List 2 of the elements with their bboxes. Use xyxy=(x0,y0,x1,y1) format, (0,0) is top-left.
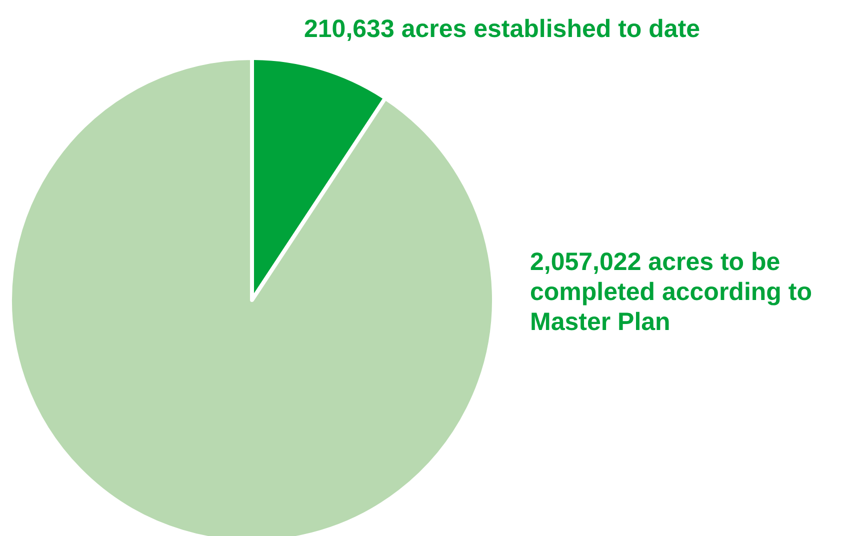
slice-label: 2,057,022 acres to be completed according to Master Plan xyxy=(530,248,812,336)
slice-label: 210,633 acres established to date xyxy=(304,14,700,43)
